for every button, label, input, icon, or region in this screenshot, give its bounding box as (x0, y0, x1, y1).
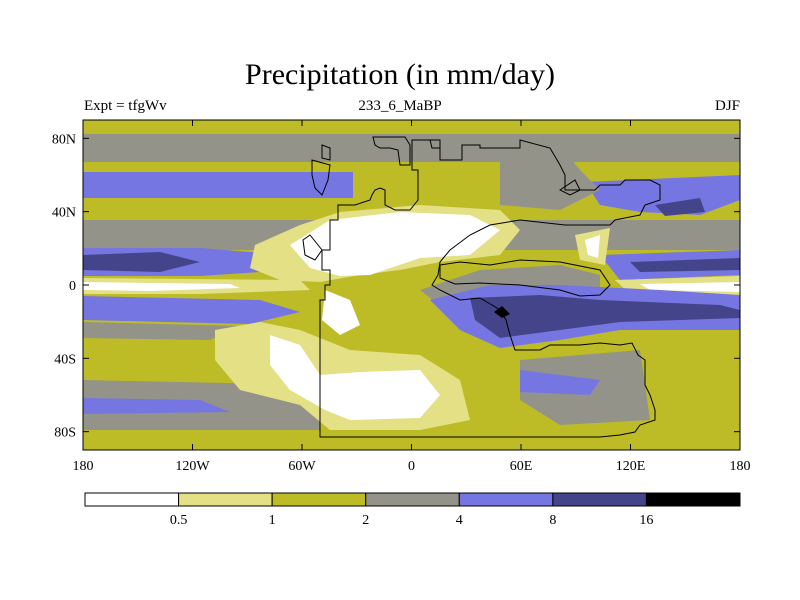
colorbar-label: 1 (269, 513, 276, 528)
pangea-south-desert (270, 335, 440, 420)
band-itcz-north-heavy (83, 252, 200, 272)
y-tick-label: 40S (54, 352, 76, 367)
band-antarctic (83, 430, 740, 450)
colorbar-box (365, 492, 460, 507)
colorbar-label: 16 (639, 513, 653, 528)
band-itcz-east-heavy (630, 258, 740, 272)
coastline-inner-east (439, 259, 611, 297)
colorbar-labels: 0.5 1 2 4 8 16 (170, 513, 654, 528)
contour-fill (83, 120, 740, 450)
colorbar-box (84, 492, 180, 507)
map-frame: 180 120W 60W 0 60E 120E 180 80N 40N 0 40S 80S (52, 119, 751, 474)
colorbar-box (645, 492, 741, 507)
band-southern-ocean-storm (83, 398, 230, 414)
x-tick-label: 120E (616, 459, 646, 474)
pangea-north-desert (290, 212, 500, 276)
dry-tongue-west-core (83, 282, 240, 291)
x-tick-label: 60W (288, 459, 316, 474)
colorbar-box (552, 492, 647, 507)
coastline (302, 136, 661, 438)
season-label: DJF (714, 98, 740, 114)
dry-tongue-east-core (640, 282, 740, 292)
x-tick-label: 120W (175, 459, 210, 474)
coastline-north-inlet (321, 144, 331, 161)
y-tick-label: 80S (54, 426, 76, 441)
coastline-outline (319, 139, 661, 438)
axis-tick-labels: 180 120W 60W 0 60E 120E 180 80N 40N 0 40S 80S (52, 132, 751, 474)
colorbar: 0.5 1 2 4 8 16 (84, 492, 741, 528)
band-south-storm (83, 296, 300, 324)
y-tick-label: 80N (52, 132, 76, 147)
map-title: Precipitation (in mm/day) (245, 58, 555, 91)
colorbar-box (178, 492, 273, 507)
coastline-east-inlet (429, 139, 441, 149)
coastline-east-peninsula (559, 179, 581, 196)
x-tick-label: 180 (730, 459, 751, 474)
band-south-gray (83, 322, 240, 340)
colorbar-label: 8 (549, 513, 556, 528)
east-gray-north (500, 145, 600, 210)
period-label: 233_6_MaBP (358, 98, 442, 114)
y-tick-label: 40N (52, 206, 76, 221)
colorbar-label: 2 (362, 513, 369, 528)
pangea-east-desert (585, 235, 600, 258)
colorbar-label: 4 (456, 513, 463, 528)
band-arctic (83, 120, 740, 134)
band-north-storm (83, 172, 353, 198)
colorbar-boxes (84, 492, 741, 507)
x-tick-label: 180 (73, 459, 94, 474)
colorbar-label: 0.5 (170, 513, 188, 528)
x-tick-label: 0 (408, 459, 415, 474)
coastline-inner-west (302, 234, 323, 261)
pangea-central-desert (322, 290, 360, 335)
band-ne-pacific-heavy (655, 198, 705, 216)
colorbar-box (271, 492, 367, 507)
experiment-label: Expt = tfgWv (84, 98, 167, 114)
x-tick-label: 60E (510, 459, 533, 474)
east-gray-storm (520, 370, 600, 395)
axis-ticks (82, 120, 741, 450)
coastline-north-island (311, 159, 331, 196)
coastline-north-arm (372, 136, 411, 166)
colorbar-box (458, 492, 554, 507)
y-tick-label: 0 (69, 279, 76, 294)
tethys-heavy (470, 295, 740, 338)
